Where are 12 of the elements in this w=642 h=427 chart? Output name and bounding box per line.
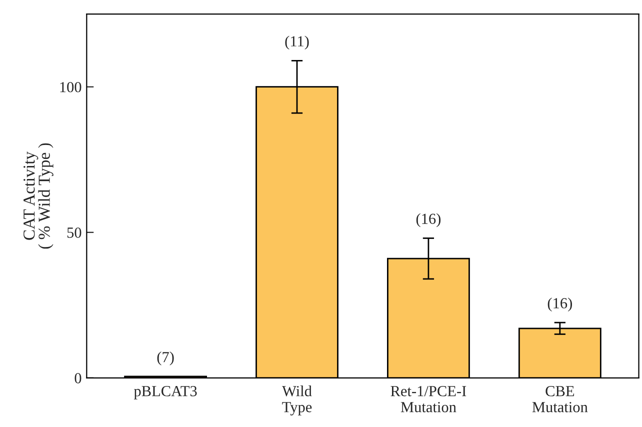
annotation: (7): [157, 351, 174, 366]
y-tick-label: 50: [67, 228, 82, 238]
y-tick-label: 0: [74, 373, 82, 384]
annotation: (16): [548, 298, 572, 312]
x-tick-label: Ret-1/PCE-I Mutation: [390, 386, 466, 412]
x-tick-label: Wild Type: [282, 386, 312, 416]
annotation: (16): [416, 213, 441, 228]
x-tick-label: CBE Mutation: [532, 386, 588, 412]
x-tick-label: pBLCAT3: [134, 386, 197, 400]
annotation: (11): [285, 36, 309, 50]
y-axis-title: CAT Activity ( % Wild Type ): [24, 143, 54, 249]
y-tick-label: 100: [60, 82, 82, 92]
